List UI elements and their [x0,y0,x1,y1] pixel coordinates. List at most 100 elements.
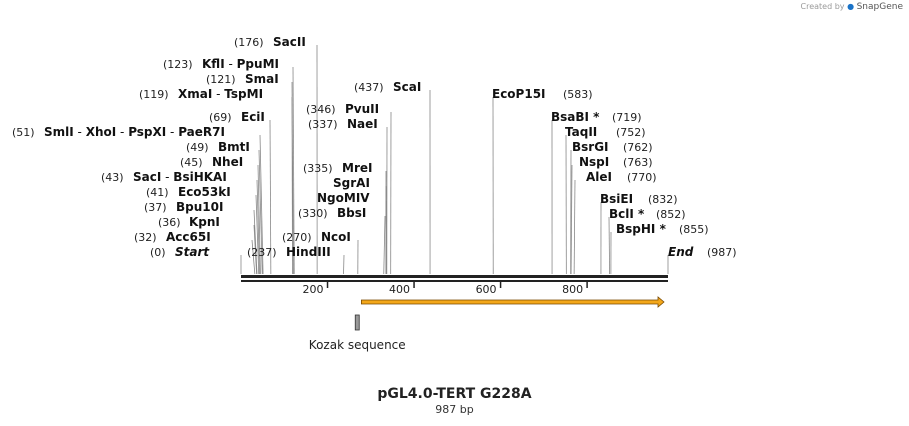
snapgene-credit: Created by ● SnapGene [801,2,904,12]
enzyme-labels: (0) Start (32) Acc65I(36) KpnI (37) Bpu10I (41)… [12,35,737,259]
axis-tick-label-400: 400 [389,283,410,296]
enzyme-name-part: PvuII [345,102,379,116]
enzyme-separator: - [212,87,224,101]
enzyme-name-part: ScaI [393,80,421,94]
enzyme-name-part: NheI [212,155,243,169]
enzyme-name-part: Start [175,245,210,259]
enzyme-name-kpni: KpnI [189,215,220,229]
site-line-kfli [292,66,295,275]
enzyme-position-acc65i: (32) [134,231,157,244]
enzyme-name-part: TspMI [224,87,263,101]
enzyme-name-saci: SacI - BsiHKAI [133,170,227,184]
enzyme-name-part: KflI [202,57,225,71]
enzyme-position-pvuii: (346) [306,103,336,116]
enzyme-name-bbsi: BbsI [337,206,366,220]
enzyme-name-part: XhoI [86,125,117,139]
enzyme-position-eco53ki: (41) [146,186,169,199]
enzyme-position-sacii: (176) [234,36,264,49]
axis-tick-label-200: 200 [303,283,324,296]
enzyme-name-xmai: XmaI - TspMI [178,87,263,101]
enzyme-name-kfli: KflI - PpuMI [202,57,279,71]
site-line-acc65i [251,239,256,275]
enzyme-name-bpu10i: Bpu10I [176,200,223,214]
enzyme-position-hindiii: (237) [247,246,277,259]
enzyme-name-part: BsrGI [572,140,609,154]
enzyme-separator: - [161,170,173,184]
enzyme-name-part: EciI [241,110,265,124]
site-line-ecii [269,119,272,275]
site-line-smli [259,134,264,275]
enzyme-position-bmti: (49) [186,141,209,154]
site-line-smai [291,81,294,275]
feature-track: Kozak sequence [309,296,665,352]
site-line-bcli [608,216,610,275]
enzyme-name-part: SacI [133,170,161,184]
plasmid-title: pGL4.0-TERT G228A [377,386,532,402]
enzyme-name-bsiei: BsiEI [600,192,633,206]
enzyme-position-nhei: (45) [180,156,203,169]
enzyme-name-nspi: NspI [579,155,609,169]
orf-arrow [361,296,665,308]
enzyme-name-part: BbsI [337,206,366,220]
enzyme-name-nhei: NheI [212,155,243,169]
enzyme-name-part: SacII [273,35,306,49]
enzyme-name-part: NspI [579,155,609,169]
enzyme-name-ecii: EciI [241,110,265,124]
enzyme-position-naei: (337) [308,118,338,131]
enzyme-name-sgrai: SgrAI [333,176,370,190]
enzyme-separator: - [225,57,237,71]
enzyme-name-part: AleI [586,170,612,184]
enzyme-name-part: SmlI [44,125,74,139]
enzyme-name-part: BclI * [609,207,645,221]
enzyme-separator: - [166,125,178,139]
enzyme-name-part: PspXI [128,125,166,139]
enzyme-name-start: Start [175,245,210,259]
enzyme-name-mrei: MreI [342,161,372,175]
enzyme-name-part: Bpu10I [176,200,223,214]
enzyme-name-eco53ki: Eco53kI [178,185,231,199]
site-line-nspi [570,164,573,275]
enzyme-name-part: BspHI * [616,222,667,236]
site-line-bbsi [383,215,386,275]
enzyme-position-start: (0) [150,246,166,259]
credit-brand: SnapGene [856,2,903,12]
site-line-saci [256,179,261,275]
enzyme-name-naei: NaeI [347,117,378,131]
enzyme-name-part: BmtI [218,140,250,154]
site-line-kpni [253,224,257,275]
enzyme-name-part: SgrAI [333,176,370,190]
enzyme-position-taqii: (752) [616,126,646,139]
backbone-bottom-strand [241,280,668,282]
enzyme-position-bcli: (852) [656,208,686,221]
enzyme-position-bsphi: (855) [679,223,709,236]
enzyme-position-ecop15i: (583) [563,88,593,101]
axis-tick-label-600: 600 [476,283,497,296]
enzyme-name-bsphi: BspHI * [616,222,667,236]
enzyme-name-sacii: SacII [273,35,306,49]
enzyme-name-acc65i: Acc65I [166,230,211,244]
snapgene-logo-icon: ● [847,2,855,11]
position-axis: 200 400 600 800 [303,281,588,296]
enzyme-name-part: MreI [342,161,372,175]
enzyme-name-scai: ScaI [393,80,421,94]
enzyme-name-part: NgoMIV [317,191,370,205]
enzyme-name-alei: AleI [586,170,612,184]
plasmid-length: 987 bp [435,403,474,416]
site-line-alei [573,179,576,275]
enzyme-position-nspi: (763) [623,156,653,169]
backbone-top-strand [241,275,668,278]
enzyme-name-smli: SmlI - XhoI - PspXI - PaeR7I [44,125,225,139]
enzyme-name-part: Acc65I [166,230,211,244]
enzyme-name-part: KpnI [189,215,220,229]
enzyme-name-bsrgi: BsrGI [572,140,609,154]
kozak-box [354,314,360,331]
enzyme-name-part: SmaI [245,72,279,86]
enzyme-name-part: HindIII [286,245,331,259]
enzyme-position-bsrgi: (762) [623,141,653,154]
enzyme-name-part: EcoP15I [492,87,546,101]
enzyme-position-saci: (43) [101,171,124,184]
site-line-bmti [258,149,263,275]
enzyme-position-xmai: (119) [139,88,169,101]
enzyme-separator: - [74,125,86,139]
